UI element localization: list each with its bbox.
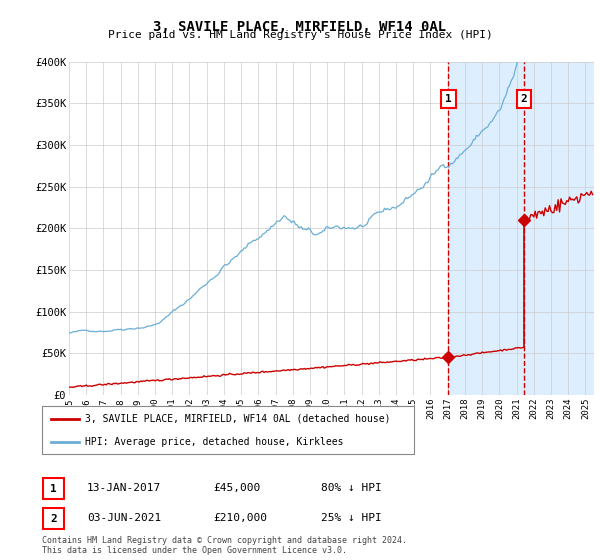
Text: 13-JAN-2017: 13-JAN-2017 [87, 483, 161, 493]
Text: This data is licensed under the Open Government Licence v3.0.: This data is licensed under the Open Gov… [42, 545, 347, 555]
Text: 25% ↓ HPI: 25% ↓ HPI [321, 513, 382, 523]
FancyBboxPatch shape [43, 508, 64, 529]
Text: 1: 1 [50, 484, 57, 494]
Text: 3, SAVILE PLACE, MIRFIELD, WF14 0AL: 3, SAVILE PLACE, MIRFIELD, WF14 0AL [154, 20, 446, 34]
Text: 03-JUN-2021: 03-JUN-2021 [87, 513, 161, 523]
Bar [448, 62, 594, 395]
Text: Price paid vs. HM Land Registry's House Price Index (HPI): Price paid vs. HM Land Registry's House … [107, 30, 493, 40]
FancyBboxPatch shape [43, 478, 64, 500]
Text: 3, SAVILE PLACE, MIRFIELD, WF14 0AL (detached house): 3, SAVILE PLACE, MIRFIELD, WF14 0AL (det… [85, 414, 390, 424]
Text: 2: 2 [50, 514, 57, 524]
Text: £45,000: £45,000 [213, 483, 260, 493]
FancyBboxPatch shape [42, 406, 414, 454]
Text: 1: 1 [445, 94, 452, 104]
Text: 80% ↓ HPI: 80% ↓ HPI [321, 483, 382, 493]
Text: £210,000: £210,000 [213, 513, 267, 523]
Text: 2: 2 [520, 94, 527, 104]
Text: Contains HM Land Registry data © Crown copyright and database right 2024.: Contains HM Land Registry data © Crown c… [42, 536, 407, 545]
Text: HPI: Average price, detached house, Kirklees: HPI: Average price, detached house, Kirk… [85, 437, 343, 447]
